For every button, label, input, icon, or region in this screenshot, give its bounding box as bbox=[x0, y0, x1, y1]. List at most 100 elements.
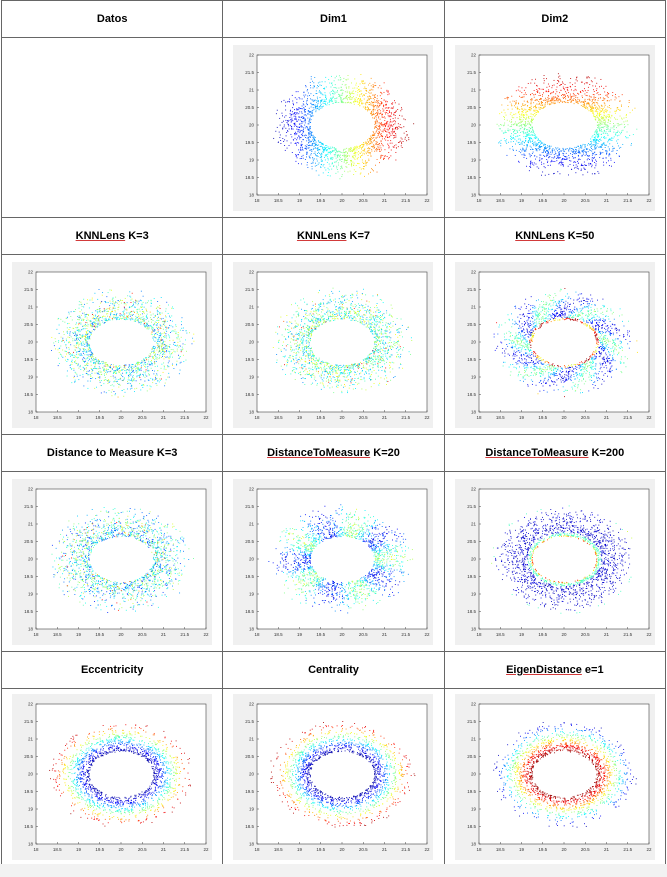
scatter-point bbox=[308, 92, 310, 93]
scatter-point bbox=[513, 137, 515, 139]
scatter-point bbox=[102, 362, 104, 364]
scatter-point bbox=[586, 144, 588, 146]
scatter-point bbox=[370, 138, 372, 140]
scatter-point bbox=[376, 118, 378, 120]
scatter-point bbox=[114, 313, 116, 315]
scatter-point bbox=[310, 127, 312, 129]
scatter-point bbox=[519, 90, 521, 92]
scatter-point bbox=[544, 147, 546, 149]
scatter-point bbox=[154, 349, 156, 350]
scatter-point bbox=[337, 155, 339, 157]
scatter-point bbox=[315, 99, 317, 101]
scatter-point bbox=[160, 374, 162, 376]
scatter-point bbox=[80, 323, 82, 325]
scatter-point bbox=[523, 141, 525, 143]
scatter-point bbox=[136, 374, 138, 376]
scatter-point bbox=[309, 156, 311, 158]
scatter-point bbox=[169, 324, 171, 326]
scatter-point bbox=[365, 141, 367, 143]
scatter-point bbox=[308, 122, 310, 124]
scatter-point bbox=[511, 108, 513, 110]
scatter-point bbox=[334, 86, 335, 88]
scatter-point bbox=[515, 99, 517, 101]
scatter-point bbox=[605, 153, 607, 155]
scatter-point bbox=[595, 128, 597, 130]
scatter-point bbox=[591, 103, 593, 105]
scatter-point bbox=[533, 96, 535, 98]
scatter-point bbox=[353, 148, 355, 150]
scatter-point bbox=[98, 359, 100, 361]
scatter-point bbox=[602, 148, 604, 150]
scatter-point bbox=[543, 106, 544, 108]
scatter-point bbox=[163, 358, 165, 359]
scatter-point bbox=[329, 103, 331, 105]
scatter-point bbox=[162, 348, 164, 349]
scatter-point bbox=[547, 151, 549, 153]
scatter-point bbox=[318, 85, 320, 87]
scatter-point bbox=[129, 371, 131, 373]
scatter-point bbox=[118, 367, 120, 369]
scatter-point bbox=[320, 166, 322, 168]
scatter-point bbox=[287, 130, 289, 132]
scatter-point bbox=[582, 105, 583, 107]
scatter-point bbox=[581, 149, 583, 151]
scatter-point bbox=[601, 126, 603, 128]
scatter-point bbox=[608, 119, 609, 121]
header-cell: KNNLens K=50 bbox=[443, 217, 667, 255]
scatter-point bbox=[371, 148, 373, 150]
scatter-point bbox=[174, 328, 176, 330]
image-row-1: 18 18.5 19 19.5 20 20.5 21 21.5 22 18 18.5 19 19.5 20… bbox=[0, 37, 667, 218]
scatter-point bbox=[323, 143, 325, 145]
scatter-point bbox=[578, 152, 580, 153]
scatter-point bbox=[501, 129, 503, 131]
scatter-point bbox=[364, 175, 366, 177]
scatter-point bbox=[319, 152, 321, 154]
scatter-point bbox=[377, 102, 379, 104]
scatter-point bbox=[123, 395, 125, 397]
scatter-point bbox=[332, 158, 334, 160]
scatter-point bbox=[151, 362, 153, 364]
scatter-point bbox=[526, 131, 528, 133]
scatter-point bbox=[157, 309, 158, 311]
scatter-point bbox=[144, 325, 146, 327]
scatter-point bbox=[507, 104, 509, 106]
scatter-point bbox=[536, 136, 538, 137]
scatter-point bbox=[525, 139, 526, 141]
scatter-point bbox=[528, 132, 530, 134]
scatter-point bbox=[115, 301, 117, 303]
scatter-point bbox=[318, 163, 320, 165]
scatter-point bbox=[343, 97, 345, 99]
scatter-point bbox=[293, 103, 295, 105]
scatter-point bbox=[551, 96, 553, 98]
scatter-point bbox=[99, 367, 101, 369]
scatter-point bbox=[374, 117, 376, 119]
scatter-point bbox=[156, 326, 158, 328]
scatter-point bbox=[589, 108, 591, 110]
scatter-point bbox=[304, 134, 306, 136]
scatter-point bbox=[298, 118, 300, 120]
scatter-point bbox=[565, 152, 567, 154]
scatter-point bbox=[592, 84, 594, 86]
scatter-point bbox=[331, 97, 333, 99]
scatter-point bbox=[528, 137, 530, 139]
scatter-point bbox=[627, 105, 629, 107]
scatter-point bbox=[515, 135, 517, 137]
scatter-point bbox=[123, 376, 125, 378]
scatter-point bbox=[83, 324, 85, 326]
scatter-point bbox=[607, 128, 609, 130]
scatter-point bbox=[288, 120, 290, 122]
scatter-point bbox=[595, 135, 597, 136]
scatter-point bbox=[106, 391, 107, 393]
scatter-point bbox=[99, 321, 101, 322]
scatter-point bbox=[355, 100, 357, 102]
scatter-point bbox=[525, 128, 527, 130]
scatter-point bbox=[168, 327, 170, 329]
scatter-point bbox=[562, 165, 564, 167]
scatter-point bbox=[357, 146, 359, 148]
scatter-point bbox=[298, 148, 300, 150]
scatter-point bbox=[535, 144, 537, 146]
scatter-point bbox=[103, 368, 105, 370]
scatter-point bbox=[105, 318, 107, 320]
scatter-point bbox=[103, 379, 105, 381]
scatter-point bbox=[345, 165, 347, 167]
